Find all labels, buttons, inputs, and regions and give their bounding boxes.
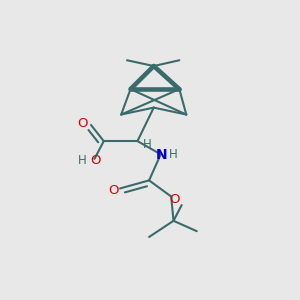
Text: O: O — [169, 193, 180, 206]
Text: O: O — [77, 117, 87, 130]
Text: H: H — [169, 148, 178, 161]
Text: O: O — [108, 184, 119, 197]
Text: N: N — [155, 148, 167, 162]
Text: O: O — [90, 154, 101, 167]
Text: H: H — [78, 154, 87, 167]
Text: H: H — [143, 138, 152, 151]
